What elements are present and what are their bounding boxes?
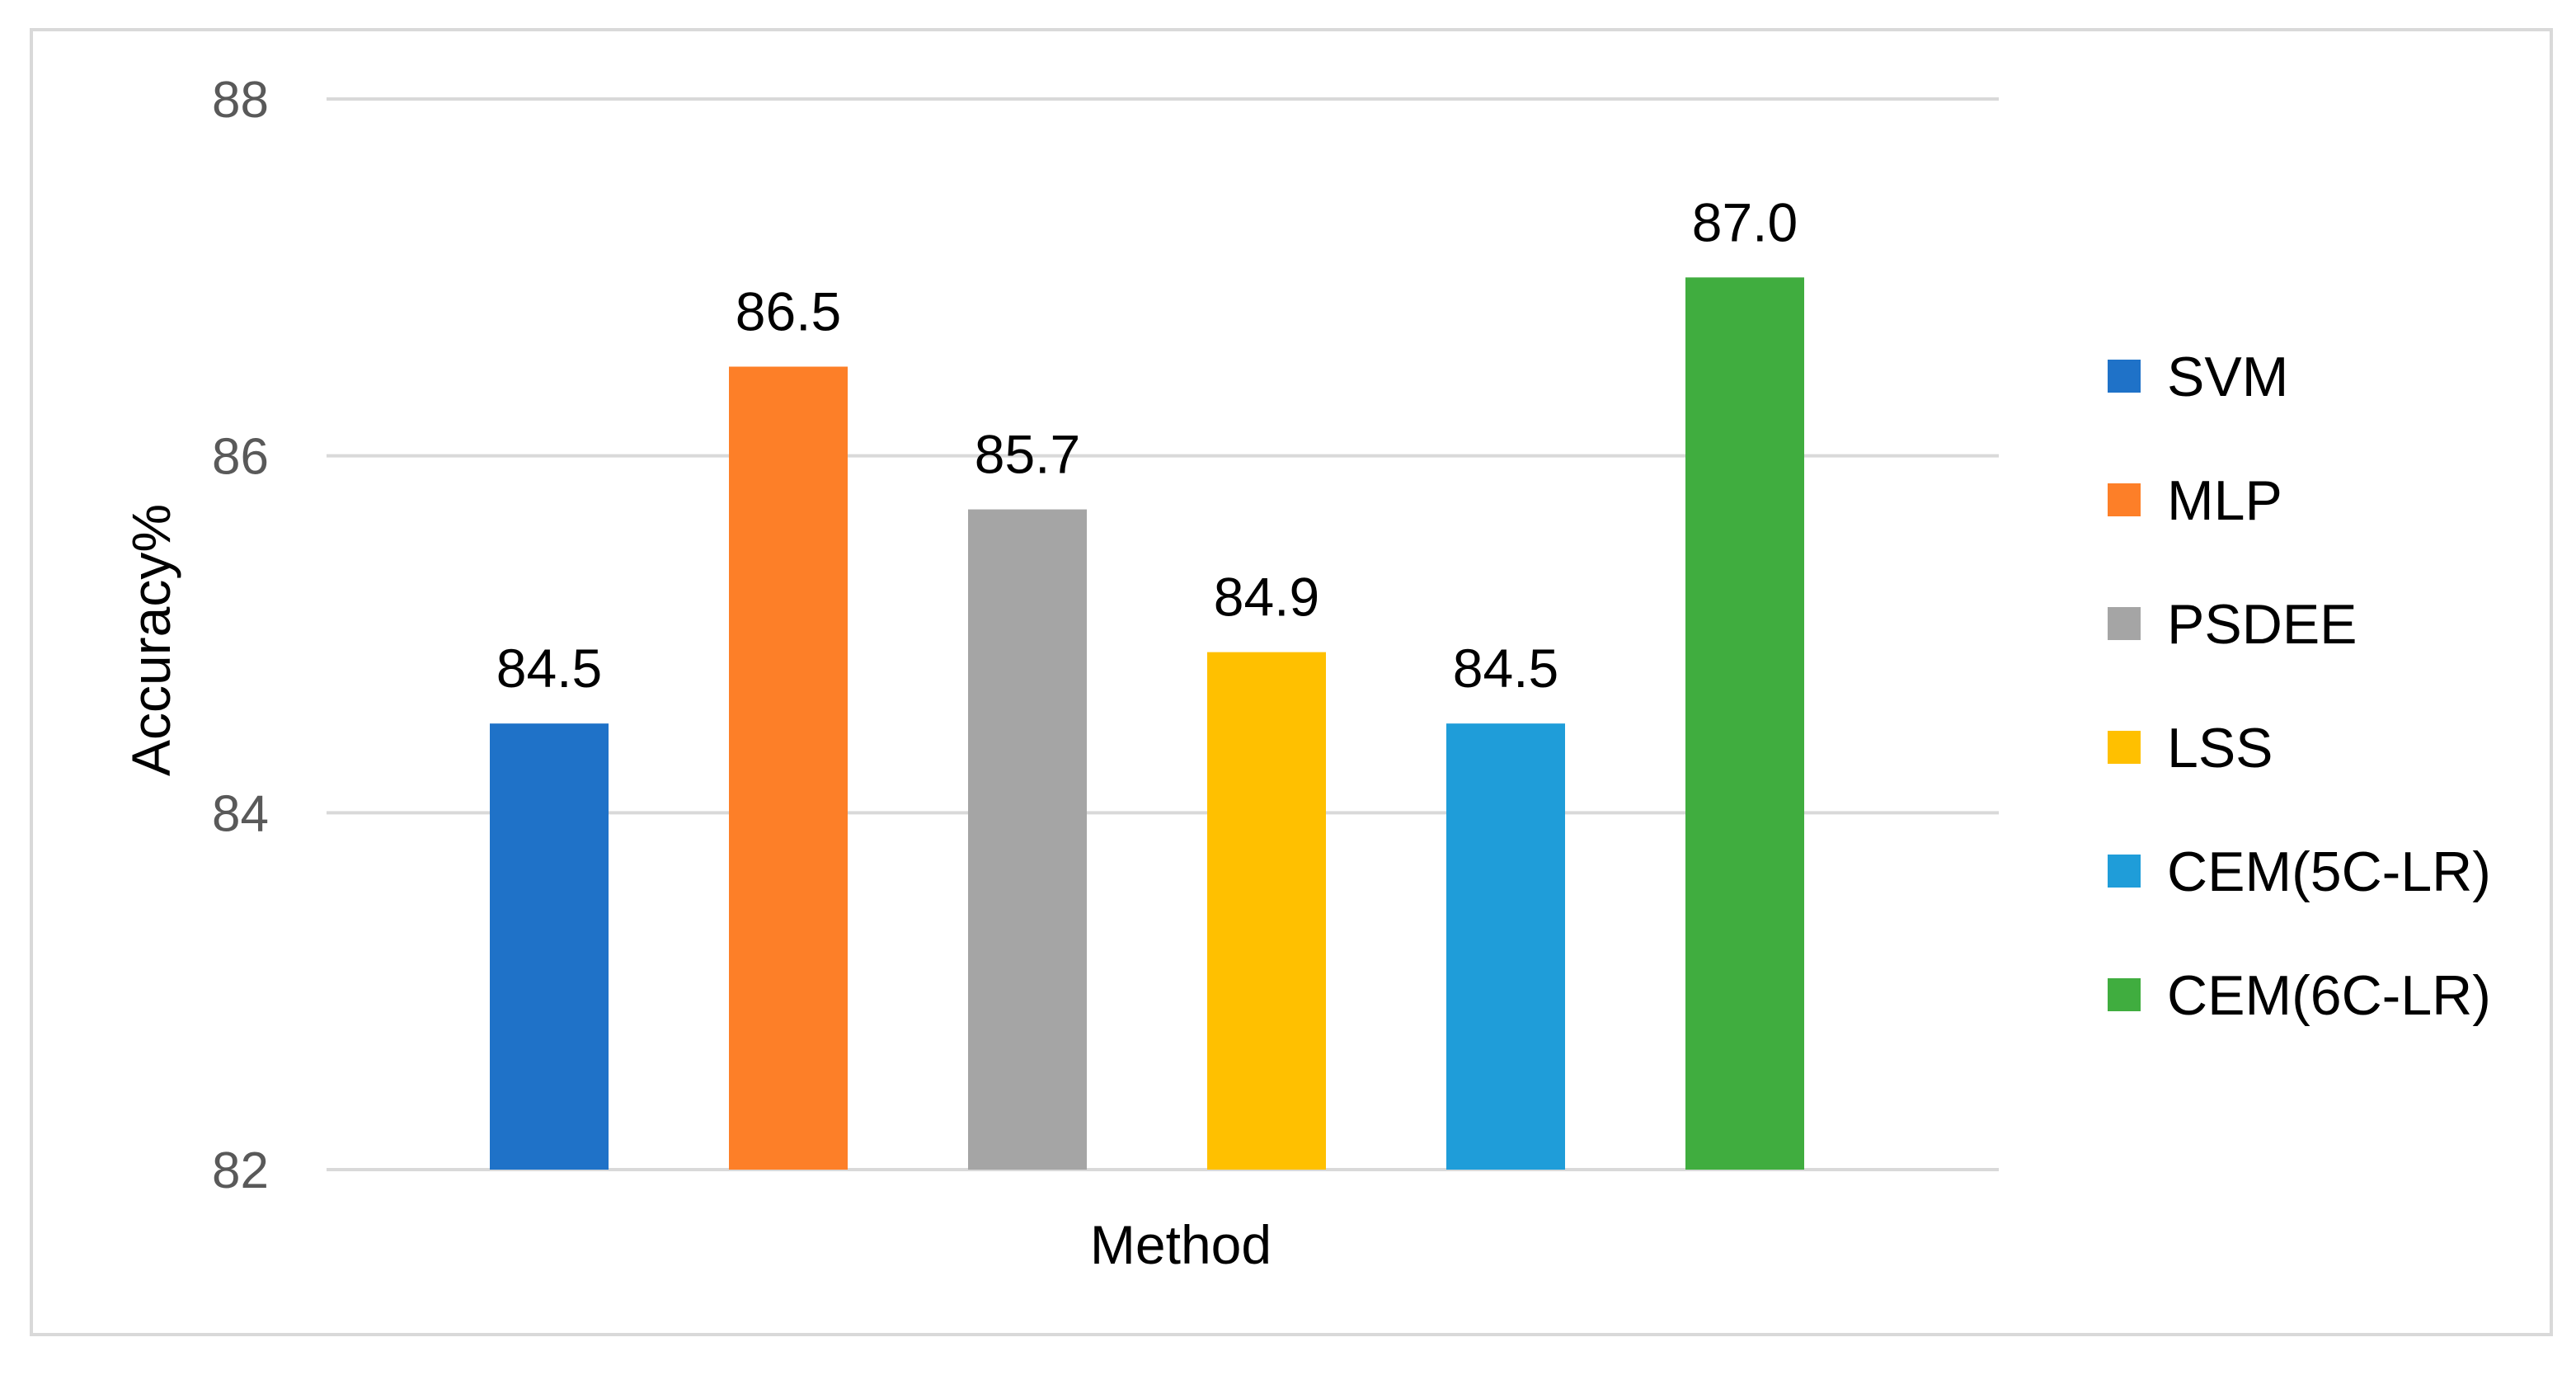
legend-label: CEM(5C-LR) <box>2167 841 2491 903</box>
legend-swatch <box>2108 607 2141 640</box>
data-label: 84.5 <box>496 638 602 699</box>
legend-label: MLP <box>2167 469 2282 532</box>
y-tick-label: 82 <box>212 1142 269 1199</box>
legend: SVM MLP PSDEE LSS CEM(5C-LR) CEM(6C-LR) <box>2108 346 2491 1027</box>
y-axis-ticks: 82 84 86 88 <box>212 72 269 1199</box>
data-labels: 84.5 86.5 85.7 84.9 84.5 87.0 <box>496 191 1798 699</box>
bar-psdee <box>968 509 1087 1170</box>
legend-label: PSDEE <box>2167 593 2357 656</box>
bar-cem-5c-lr- <box>1446 723 1565 1170</box>
y-tick-label: 84 <box>212 785 269 842</box>
legend-swatch <box>2108 855 2141 888</box>
data-label: 86.5 <box>736 281 841 342</box>
bars <box>490 277 1804 1170</box>
legend-swatch <box>2108 731 2141 764</box>
legend-swatch <box>2108 360 2141 393</box>
data-label: 87.0 <box>1692 191 1798 252</box>
legend-swatch <box>2108 978 2141 1011</box>
bar-lss <box>1207 652 1326 1170</box>
bar-svm <box>490 723 609 1170</box>
legend-label: SVM <box>2167 346 2288 408</box>
legend-label: CEM(6C-LR) <box>2167 964 2491 1027</box>
data-label: 84.9 <box>1214 567 1319 628</box>
y-tick-label: 88 <box>212 72 269 129</box>
data-label: 85.7 <box>975 424 1080 485</box>
y-tick-label: 86 <box>212 429 269 486</box>
legend-label: LSS <box>2167 717 2273 779</box>
legend-swatch <box>2108 483 2141 516</box>
bar-cem-6c-lr- <box>1685 277 1804 1170</box>
bar-mlp <box>729 366 848 1170</box>
x-axis-title: Method <box>1090 1214 1272 1275</box>
data-label: 84.5 <box>1453 638 1558 699</box>
y-axis-title: Accuracy% <box>120 504 181 776</box>
